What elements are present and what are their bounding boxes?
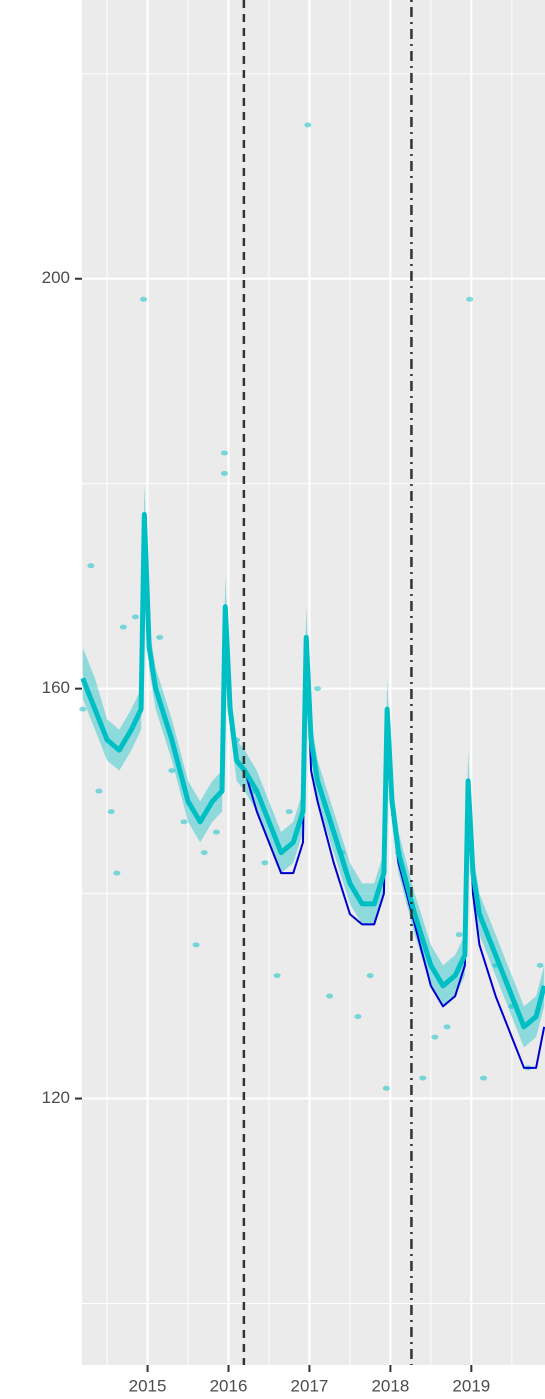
data-point bbox=[419, 1075, 427, 1081]
data-point bbox=[304, 122, 312, 128]
y-tick-label: 200 bbox=[42, 268, 70, 287]
data-point bbox=[113, 870, 121, 876]
data-point bbox=[87, 563, 95, 569]
data-point bbox=[455, 932, 463, 938]
data-point bbox=[180, 819, 188, 825]
data-point bbox=[156, 634, 164, 640]
data-point bbox=[466, 296, 474, 302]
data-point bbox=[479, 1075, 487, 1081]
x-tick-label: 2018 bbox=[371, 1376, 409, 1395]
data-point bbox=[366, 973, 374, 979]
data-point bbox=[192, 942, 200, 948]
series-line bbox=[80, 511, 545, 1030]
data-point bbox=[95, 788, 103, 794]
data-point bbox=[326, 993, 334, 999]
data-point bbox=[220, 450, 228, 456]
data-point bbox=[79, 706, 87, 712]
data-point bbox=[443, 1024, 451, 1030]
data-point bbox=[131, 614, 139, 620]
data-point bbox=[382, 1085, 390, 1091]
x-tick-label: 2017 bbox=[291, 1376, 329, 1395]
data-point bbox=[168, 768, 176, 774]
panel bbox=[82, 0, 545, 1365]
data-point bbox=[285, 809, 293, 815]
data-point bbox=[119, 624, 127, 630]
data-point bbox=[200, 850, 208, 856]
y-tick-label: 160 bbox=[42, 678, 70, 697]
data-point bbox=[212, 829, 220, 835]
data-point bbox=[220, 470, 228, 476]
x-tick-label: 2019 bbox=[452, 1376, 490, 1395]
data-point bbox=[354, 1014, 362, 1020]
y-tick-label: 120 bbox=[42, 1088, 70, 1107]
x-tick-label: 2016 bbox=[210, 1376, 248, 1395]
x-tick-label: 2015 bbox=[129, 1376, 167, 1395]
data-point bbox=[536, 962, 544, 968]
data-point bbox=[273, 973, 281, 979]
data-point bbox=[261, 860, 269, 866]
data-point bbox=[107, 809, 115, 815]
data-point bbox=[314, 686, 322, 692]
data-point bbox=[431, 1034, 439, 1040]
data-point bbox=[140, 296, 148, 302]
